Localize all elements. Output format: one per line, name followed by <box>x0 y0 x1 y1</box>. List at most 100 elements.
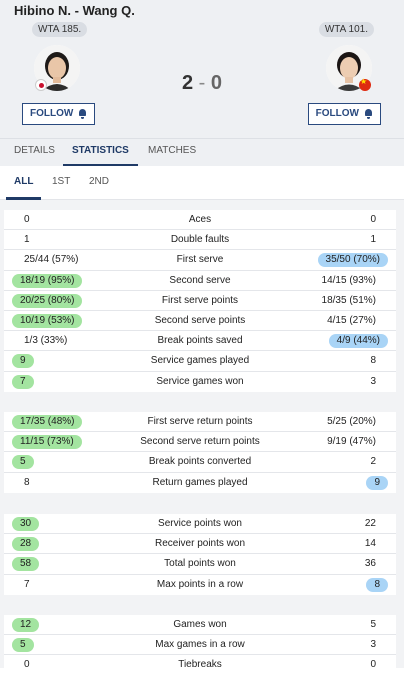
stats-section-return: First serve return points 17/35 (48%) 5/25… <box>4 412 396 493</box>
home-score: 2 <box>181 72 194 94</box>
stat-home-value: 17/35 (48%) <box>12 415 83 429</box>
stats-section-points: Service points won 30 22 Receiver points wo… <box>4 514 396 595</box>
stat-label: First serve points <box>161 294 239 306</box>
follow-away-button[interactable]: FOLLOW <box>307 103 381 125</box>
stat-away-value: 35/50 (70%) <box>317 253 388 268</box>
stat-home-value: 58 <box>12 557 40 572</box>
stat-home-value: 1 <box>24 234 30 246</box>
stats-section-service: Aces 0 0 Double faults 1 1 First serve 25/44 (5… <box>4 210 396 392</box>
stat-row: Games won 12 5 <box>4 615 396 636</box>
stat-home-value: 9 <box>12 354 34 369</box>
stat-label: Break points saved <box>157 335 243 347</box>
stat-home-value: 0 <box>24 214 30 225</box>
follow-home-button[interactable]: FOLLOW <box>22 103 96 125</box>
stat-label: Second serve return points <box>140 436 260 448</box>
stat-home-value: 8 <box>24 476 30 488</box>
stat-home-value: 10/19 (53%) <box>12 313 83 328</box>
away-score: 0 <box>210 72 223 94</box>
stat-row: Max games in a row 5 3 <box>4 635 396 656</box>
tab-statistics[interactable]: STATISTICS <box>63 139 138 167</box>
stat-away-value: 8 <box>370 355 376 367</box>
japan-flag-icon <box>35 79 47 91</box>
match-title: Hibino N. - Wang Q. <box>14 3 135 18</box>
stat-row: Service games played 9 8 <box>4 351 396 372</box>
stat-home-value: 1/3 (33%) <box>24 335 68 347</box>
stat-row: Aces 0 0 <box>4 210 396 231</box>
bell-icon <box>364 109 373 119</box>
stat-row: First serve return points 17/35 (48%) 5/25… <box>4 412 396 433</box>
stat-label: Second serve <box>169 274 231 286</box>
stat-row: Max points in a row 7 8 <box>4 575 396 595</box>
stat-away-value: 1 <box>370 234 376 246</box>
stat-label: First serve return points <box>147 416 253 427</box>
stat-away-value: 14 <box>364 538 376 550</box>
stat-home-value: 7 <box>24 578 30 590</box>
stat-row: Return games played 8 9 <box>4 473 396 493</box>
stat-label: Break points converted <box>148 456 252 468</box>
stat-away-value: 0 <box>370 214 376 225</box>
stat-label: Aces <box>188 214 212 225</box>
home-rank-badge: WTA 185. <box>32 22 88 37</box>
tab-details[interactable]: DETAILS <box>14 145 55 156</box>
subtab-2nd[interactable]: 2ND <box>89 176 110 187</box>
stat-away-value: 8 <box>366 577 388 592</box>
score-separator: - <box>198 72 206 94</box>
stat-row: Break points converted 5 2 <box>4 452 396 473</box>
stat-row: Receiver points won 28 14 <box>4 534 396 555</box>
stat-row: Break points saved 1/3 (33%) 4/9 (44%) <box>4 331 396 352</box>
subtab-all[interactable]: ALL <box>6 166 42 200</box>
away-rank-badge: WTA 101. <box>318 22 374 37</box>
stat-home-value: 5 <box>12 638 34 653</box>
stat-row: First serve 25/44 (57%) 35/50 (70%) <box>4 250 396 271</box>
stat-row: Second serve 18/19 (95%) 14/15 (93%) <box>4 271 396 291</box>
stat-label: Max points in a row <box>156 578 244 590</box>
period-tabs: ALL 1ST 2ND <box>0 166 404 200</box>
stat-row: Service games won 7 3 <box>4 372 396 392</box>
stat-home-value: 20/25 (80%) <box>12 293 83 308</box>
stat-away-value: 3 <box>370 375 376 387</box>
tab-matches[interactable]: MATCHES <box>148 145 197 156</box>
stat-away-value: 2 <box>370 456 376 468</box>
stat-away-value: 18/35 (51%) <box>321 294 376 306</box>
stat-label: Service points won <box>158 518 242 529</box>
home-player-avatar[interactable] <box>34 45 80 91</box>
match-score: 2 - 0 <box>0 72 404 95</box>
stat-away-value: 0 <box>370 659 376 671</box>
stat-label: Return games played <box>152 476 248 488</box>
stat-label: Second serve points <box>154 314 246 326</box>
stat-home-value: 28 <box>12 537 40 552</box>
stat-label: First serve <box>176 254 224 266</box>
stat-label: Games won <box>173 619 227 630</box>
stat-home-value: 25/44 (57%) <box>24 254 79 266</box>
stat-row: Double faults 1 1 <box>4 230 396 251</box>
stat-row: Tiebreaks 0 0 <box>4 655 396 675</box>
stat-home-value: 7 <box>12 374 34 389</box>
stat-home-value: 0 <box>24 659 30 671</box>
stat-home-value: 11/15 (73%) <box>12 435 82 450</box>
stat-away-value: 14/15 (93%) <box>321 274 376 286</box>
stat-label: Receiver points won <box>154 538 246 550</box>
stat-away-value: 22 <box>364 518 376 529</box>
stat-row: Service points won 30 22 <box>4 514 396 535</box>
china-flag-icon <box>359 77 371 91</box>
main-tabs: DETAILS STATISTICS MATCHES <box>0 138 404 167</box>
stat-label: Total points won <box>164 558 236 570</box>
subtab-1st[interactable]: 1ST <box>52 176 71 187</box>
stat-row: Second serve points 10/19 (53%) 4/15 (27%) <box>4 311 396 332</box>
stat-home-value: 12 <box>12 618 40 632</box>
stat-label: Double faults <box>170 234 230 246</box>
stat-row: Total points won 58 36 <box>4 554 396 575</box>
stat-away-value: 5 <box>370 619 376 630</box>
stat-label: Max games in a row <box>155 639 245 651</box>
stat-label: Tiebreaks <box>178 659 222 671</box>
stat-home-value: 18/19 (95%) <box>12 273 83 288</box>
stat-away-value: 9/19 (47%) <box>327 436 376 448</box>
stat-row: First serve points 20/25 (80%) 18/35 (51%) <box>4 291 396 311</box>
stat-row: Second serve return points 11/15 (73%) 9/1… <box>4 432 396 453</box>
stat-away-value: 5/25 (20%) <box>327 416 376 427</box>
stat-away-value: 9 <box>366 475 388 490</box>
statistics-panel: Aces 0 0 Double faults 1 1 First serve 25/44 (5… <box>0 200 404 676</box>
stats-section-games: Games won 12 5 Max games in a row 5 3 Tiebreak… <box>4 615 396 676</box>
bell-icon <box>78 109 87 119</box>
stat-away-value: 4/15 (27%) <box>327 314 376 326</box>
